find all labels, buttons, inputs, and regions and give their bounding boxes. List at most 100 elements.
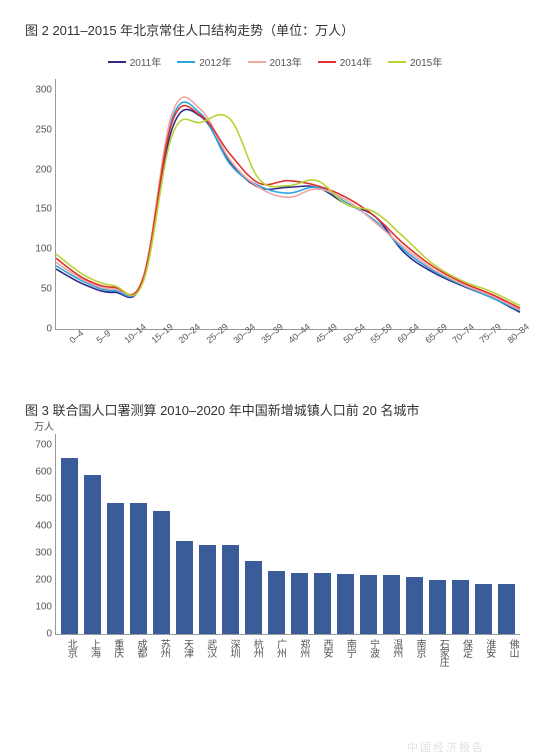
x-tick-label: 保定 [450, 635, 473, 657]
legend-swatch [248, 61, 266, 63]
figure-3-bars [56, 434, 520, 634]
bar [222, 545, 238, 634]
watermark-text: 中国经济报告 [407, 739, 485, 755]
figure-3-title: 图 3 联合国人口署测算 2010–2020 年中国新增城镇人口前 20 名城市 [25, 400, 525, 419]
bar [360, 575, 376, 634]
y-tick-label: 300 [26, 548, 52, 559]
y-tick-label: 600 [26, 467, 52, 478]
legend-item: 2014年 [318, 54, 372, 69]
bar [429, 580, 445, 634]
x-tick-label: 苏州 [148, 635, 171, 657]
y-tick-label: 50 [26, 284, 52, 295]
x-tick-label: 杭州 [241, 635, 264, 657]
y-tick-label: 0 [26, 323, 52, 334]
bar [84, 475, 100, 634]
legend-item: 2012年 [177, 54, 231, 69]
x-tick-label: 广州 [264, 635, 287, 657]
bar-slot [173, 434, 196, 634]
legend-item: 2011年 [108, 54, 162, 69]
legend-swatch [177, 61, 195, 63]
bar [383, 575, 399, 634]
legend-label: 2012年 [199, 54, 231, 69]
bar-slot [81, 434, 104, 634]
bar-slot [403, 434, 426, 634]
x-tick-label: 佛山 [497, 635, 520, 657]
bar [176, 541, 192, 634]
bar-slot [242, 434, 265, 634]
bar-slot [127, 434, 150, 634]
figure-2-y-axis: 050100150200250300 [26, 79, 52, 329]
bar-slot [150, 434, 173, 634]
bar-slot [495, 434, 518, 634]
bar [199, 545, 215, 634]
bar [245, 561, 261, 634]
x-tick-label: 上海 [78, 635, 101, 657]
bar-slot [472, 434, 495, 634]
series-line [56, 97, 520, 310]
bar-slot [311, 434, 334, 634]
bar [153, 511, 169, 634]
legend-label: 2014年 [340, 54, 372, 69]
x-tick-label: 南宁 [334, 635, 357, 657]
legend-item: 2015年 [388, 54, 442, 69]
y-tick-label: 300 [26, 85, 52, 96]
bar [406, 577, 422, 634]
bar [61, 458, 77, 634]
x-tick-label: 郑州 [288, 635, 311, 657]
legend-swatch [388, 61, 406, 63]
y-tick-label: 400 [26, 521, 52, 532]
y-tick-label: 500 [26, 494, 52, 505]
bar-slot [58, 434, 81, 634]
figure-3-plot-area: 万人 0100200300400500600700 [55, 434, 520, 635]
bar [291, 573, 307, 634]
legend-swatch [108, 61, 126, 63]
y-tick-label: 100 [26, 602, 52, 613]
y-tick-label: 700 [26, 440, 52, 451]
figure-2-plot-area: 050100150200250300 [55, 79, 520, 330]
bar-slot [334, 434, 357, 634]
figure-2-lines [56, 79, 520, 329]
y-tick-label: 150 [26, 204, 52, 215]
bar [130, 503, 146, 634]
figure-3-block: 图 3 联合国人口署测算 2010–2020 年中国新增城镇人口前 20 名城市… [25, 400, 525, 705]
figure-3-y-axis: 0100200300400500600700 [26, 434, 52, 634]
bar-slot [380, 434, 403, 634]
bar-slot [288, 434, 311, 634]
x-tick-label: 温州 [381, 635, 404, 657]
figure-2-title: 图 2 2011–2015 年北京常住人口结构走势（单位：万人） [25, 20, 525, 39]
y-tick-label: 250 [26, 124, 52, 135]
bar-slot [449, 434, 472, 634]
bar [452, 580, 468, 634]
x-tick-label: 成都 [125, 635, 148, 657]
figure-2-legend: 2011年 2012年 2013年 2014年 2015年 [25, 54, 525, 69]
bar-slot [357, 434, 380, 634]
bar [498, 584, 514, 634]
x-tick-label: 重庆 [102, 635, 125, 657]
x-tick-label: 武汉 [195, 635, 218, 657]
series-line [56, 109, 520, 312]
bar [475, 584, 491, 634]
x-tick-label: 天津 [171, 635, 194, 657]
bar [268, 571, 284, 634]
x-tick-label: 宁波 [357, 635, 380, 657]
figure-3-x-axis: 北京上海重庆成都苏州天津武汉深圳杭州广州郑州西安南宁宁波温州南京石家庄保定淮安佛… [55, 635, 520, 705]
bar-slot [265, 434, 288, 634]
y-tick-label: 200 [26, 575, 52, 586]
bar [337, 574, 353, 634]
x-tick-label: 南京 [404, 635, 427, 657]
bar-slot [426, 434, 449, 634]
y-tick-label: 0 [26, 629, 52, 640]
bar-slot [196, 434, 219, 634]
figure-2-x-axis: 0–45–910–1415–1920–2425–2930–3435–3940–4… [55, 330, 520, 370]
legend-label: 2011年 [130, 54, 162, 69]
y-tick-label: 200 [26, 164, 52, 175]
legend-label: 2015年 [410, 54, 442, 69]
bar [314, 573, 330, 634]
bar [107, 503, 123, 634]
x-tick-label: 深圳 [218, 635, 241, 657]
x-tick-label: 石家庄 [427, 635, 450, 666]
legend-item: 2013年 [248, 54, 302, 69]
figure-2-block: 图 2 2011–2015 年北京常住人口结构走势（单位：万人） 2011年20… [25, 20, 525, 370]
figure-3-y-unit: 万人 [34, 418, 54, 433]
legend-label: 2013年 [270, 54, 302, 69]
